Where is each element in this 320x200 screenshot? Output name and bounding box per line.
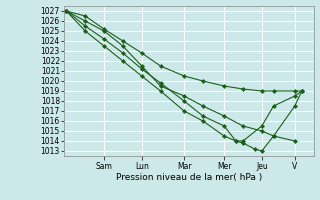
X-axis label: Pression niveau de la mer( hPa ): Pression niveau de la mer( hPa ) bbox=[116, 173, 262, 182]
